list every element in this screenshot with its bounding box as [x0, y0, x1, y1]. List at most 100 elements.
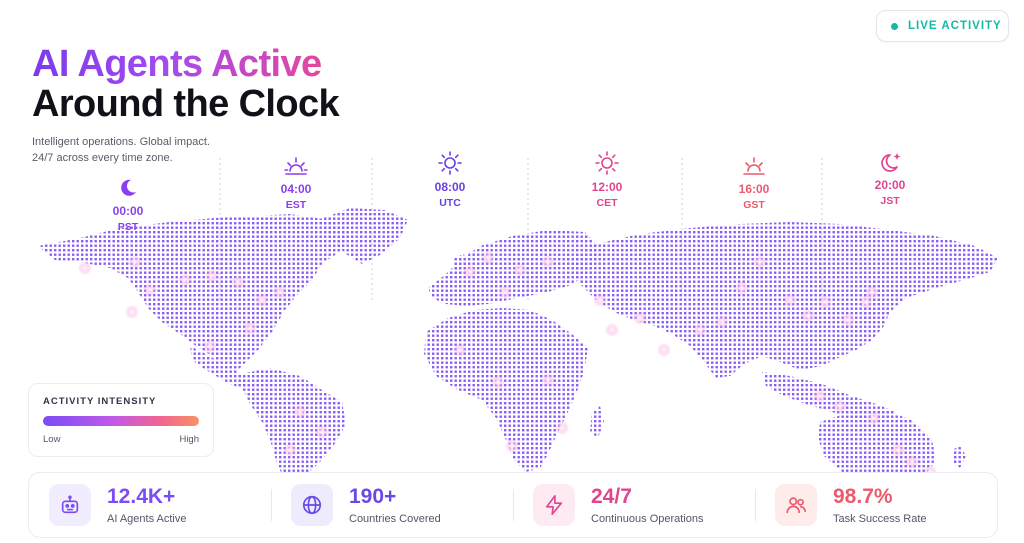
timezone-label: UTC: [439, 197, 461, 209]
activity-hotspot: [255, 293, 269, 307]
stat-value: 12.4K+: [107, 485, 176, 508]
timezone-utc: 08:00 UTC: [410, 150, 490, 210]
timezone-time: 12:00: [591, 180, 623, 194]
activity-hotspot: [453, 343, 467, 357]
activity-hotspot: [315, 425, 329, 439]
activity-hotspot: [243, 321, 257, 335]
north-america-land: [38, 214, 350, 372]
activity-intensity-legend: ACTIVITY INTENSITY Low High: [28, 383, 214, 457]
lightning-icon: [533, 484, 575, 526]
legend-gradient-bar: [43, 416, 199, 426]
activity-hotspot: [505, 439, 519, 453]
activity-hotspot: [178, 273, 192, 287]
central-america-land: [190, 346, 254, 390]
stat-label: Task Success Rate: [833, 513, 927, 525]
timezone-time: 20:00: [874, 178, 906, 192]
timezone-time: 08:00: [434, 180, 466, 194]
stat-value: 24/7: [591, 485, 632, 508]
stat-card: 24/7 Continuous Operations: [513, 473, 755, 537]
stat-card: 190+ Countries Covered: [271, 473, 513, 537]
timezone-label: JST: [880, 195, 900, 207]
activity-hotspot: [513, 263, 527, 277]
legend-title: ACTIVITY INTENSITY: [43, 396, 157, 407]
activity-hotspot: [128, 255, 142, 269]
activity-hotspot: [833, 399, 847, 413]
timezone-label: GST: [743, 199, 765, 211]
live-activity-badge[interactable]: LIVE ACTIVITY: [876, 10, 1009, 42]
southeast-asia-land: [762, 372, 896, 422]
activity-hotspot: [905, 455, 919, 469]
activity-hotspot: [593, 293, 607, 307]
legend-high-label: High: [179, 434, 199, 445]
activity-hotspot: [693, 323, 707, 337]
live-activity-label: LIVE ACTIVITY: [908, 20, 1002, 32]
stat-label: Continuous Operations: [591, 513, 704, 525]
timezone-time: 04:00: [280, 182, 312, 196]
stat-value: 98.7%: [833, 485, 893, 508]
activity-hotspot: [143, 283, 157, 297]
activity-hotspot: [841, 313, 855, 327]
activity-hotspot: [633, 311, 647, 325]
activity-hotspot: [657, 343, 671, 357]
activity-hotspot: [801, 309, 815, 323]
timezone-label: EST: [285, 199, 307, 211]
activity-hotspot: [865, 285, 879, 299]
timezone-label: PST: [117, 221, 139, 233]
users-icon: [775, 484, 817, 526]
subtitle-line-2: 24/7 across every time zone.: [32, 152, 173, 164]
title-line-1: AI Agents Active: [32, 43, 322, 85]
sunset-icon: [714, 154, 794, 178]
subtitle-line-1: Intelligent operations. Global impact.: [32, 136, 210, 148]
activity-hotspot: [205, 269, 219, 283]
activity-hotspot: [783, 293, 797, 307]
activity-hotspot: [481, 251, 495, 265]
sun-icon: [567, 150, 647, 176]
timezone-time: 16:00: [738, 182, 770, 196]
activity-hotspot: [605, 323, 619, 337]
world-activity-map: [38, 158, 998, 475]
timezone-label: CET: [596, 197, 618, 209]
new-zealand-land: [952, 446, 966, 468]
activity-hotspot: [78, 261, 92, 275]
activity-hotspot: [753, 255, 767, 269]
stat-value: 190+: [349, 485, 397, 508]
timezone-time: 00:00: [112, 204, 144, 218]
europe-land: [428, 230, 598, 306]
activity-hotspot: [231, 275, 245, 289]
timezone-cet: 12:00 CET: [567, 150, 647, 210]
legend-low-label: Low: [43, 434, 61, 445]
activity-hotspot: [125, 305, 139, 319]
activity-hotspot: [818, 295, 832, 309]
timezone-jst: 20:00 JST: [850, 150, 930, 208]
activity-hotspot: [555, 421, 569, 435]
south-america-land: [240, 368, 346, 475]
timezone-gst: 16:00 GST: [714, 154, 794, 212]
timezone-est: 04:00 EST: [256, 154, 336, 212]
stat-label: Countries Covered: [349, 513, 441, 525]
activity-hotspot: [463, 265, 477, 279]
page-title: AI Agents Active Around the Clock: [32, 43, 340, 125]
activity-hotspot: [891, 443, 905, 457]
activity-hotspot: [203, 339, 217, 353]
activity-hotspot: [293, 405, 307, 419]
stat-card: 98.7% Task Success Rate: [755, 473, 997, 537]
activity-hotspot: [273, 285, 287, 299]
greenland-land: [318, 208, 408, 264]
activity-hotspot: [541, 255, 555, 269]
globe-icon: [291, 484, 333, 526]
live-dot-icon: [891, 22, 898, 30]
stat-label: AI Agents Active: [107, 513, 187, 525]
moon-star-icon: [850, 150, 930, 174]
robot-icon: [49, 484, 91, 526]
asia-land: [566, 222, 998, 378]
moon-icon: [88, 176, 168, 200]
activity-hotspot: [715, 315, 729, 329]
activity-hotspot: [867, 411, 881, 425]
activity-hotspot: [813, 389, 827, 403]
subtitle: Intelligent operations. Global impact. 2…: [32, 134, 210, 166]
activity-hotspot: [541, 373, 555, 387]
sun-icon: [410, 150, 490, 176]
stat-card: 12.4K+ AI Agents Active: [29, 473, 271, 537]
madagascar-land: [590, 406, 604, 438]
title-line-2: Around the Clock: [32, 83, 340, 125]
